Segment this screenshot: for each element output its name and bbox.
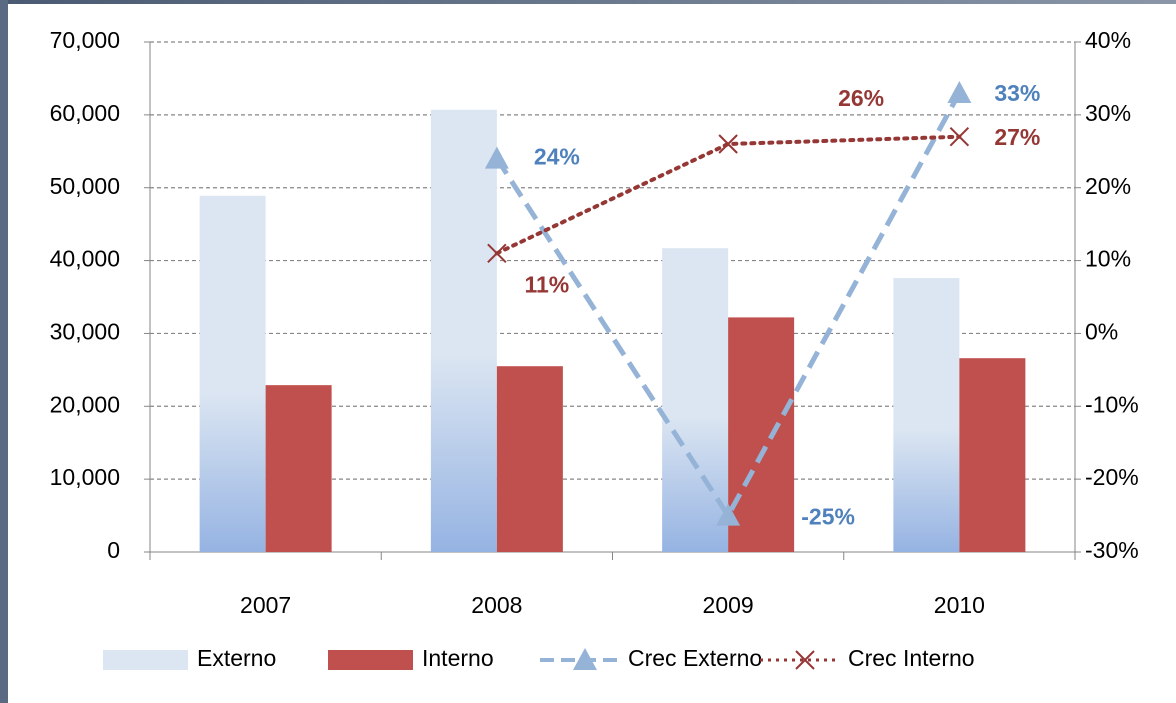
y2-tick-label: 40% <box>1085 27 1131 53</box>
legend-item: Interno <box>328 645 494 671</box>
bar <box>662 248 729 552</box>
legend-item: Externo <box>103 645 276 671</box>
marker <box>716 503 741 526</box>
y2-tick-label: -30% <box>1085 537 1139 563</box>
data-label: 24% <box>534 144 580 170</box>
legend-label: Crec Externo <box>628 645 762 671</box>
bar <box>893 278 960 552</box>
data-label: 26% <box>838 85 884 111</box>
data-label: 27% <box>994 124 1040 150</box>
y2-tick-label: 0% <box>1085 319 1118 345</box>
y-tick-label: 0 <box>107 537 120 563</box>
data-label: 11% <box>524 271 569 297</box>
marker <box>718 134 738 154</box>
data-label: 33% <box>994 80 1040 106</box>
legend-label: Externo <box>197 645 276 671</box>
marker <box>949 127 970 147</box>
legend-label: Interno <box>422 645 494 671</box>
bar <box>959 358 1026 552</box>
legend-item: Crec Interno <box>760 645 975 671</box>
y-tick-label: 40,000 <box>50 246 120 272</box>
legend-swatch <box>328 650 413 670</box>
y-tick-label: 60,000 <box>50 100 120 126</box>
y2-tick-label: 20% <box>1085 173 1131 199</box>
bar <box>199 195 266 552</box>
legend-label: Crec Interno <box>848 645 975 671</box>
bar <box>728 317 795 552</box>
y2-tick-label: 30% <box>1085 100 1131 126</box>
bar <box>430 109 497 552</box>
bar <box>265 385 332 552</box>
x-tick-label: 2009 <box>703 592 754 618</box>
legend-item: Crec Externo <box>540 645 762 671</box>
data-label: -25% <box>801 504 855 530</box>
y-tick-label: 20,000 <box>50 391 120 417</box>
y-tick-label: 10,000 <box>50 464 120 490</box>
frame-left <box>0 0 8 703</box>
legend-swatch <box>103 650 188 670</box>
marker <box>795 650 815 670</box>
x-tick-label: 2010 <box>934 592 985 618</box>
marker <box>484 146 509 169</box>
x-tick-label: 2007 <box>240 592 291 618</box>
bar <box>496 366 563 552</box>
y-tick-label: 70,000 <box>50 27 120 53</box>
y2-tick-label: -10% <box>1085 391 1139 417</box>
x-tick-label: 2008 <box>471 592 522 618</box>
frame-top <box>0 0 1176 4</box>
marker <box>573 648 597 670</box>
y-tick-label: 30,000 <box>50 319 120 345</box>
y-tick-label: 50,000 <box>50 173 120 199</box>
y2-tick-label: -20% <box>1085 464 1139 490</box>
line <box>494 91 962 521</box>
marker <box>947 81 972 103</box>
y2-tick-label: 10% <box>1085 246 1131 272</box>
marker <box>487 243 507 263</box>
